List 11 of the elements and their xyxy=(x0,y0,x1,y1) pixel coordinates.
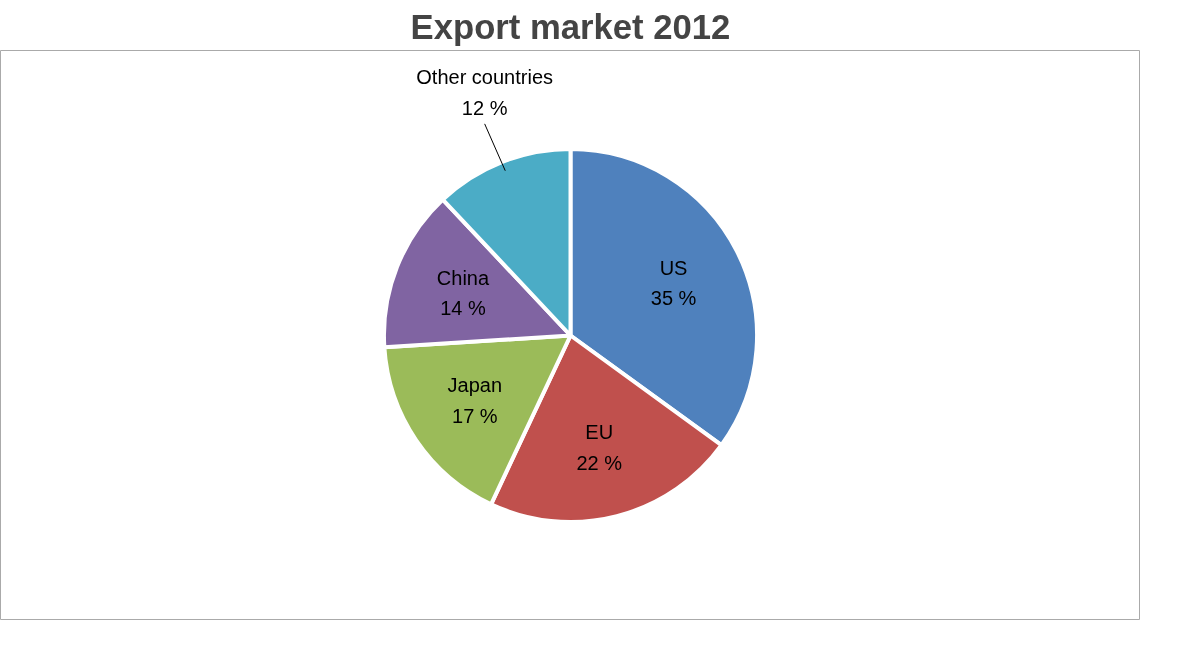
slice-label: Other countries xyxy=(416,66,554,89)
data-label: 17 % xyxy=(452,404,498,427)
data-label: 22 % xyxy=(576,451,623,474)
data-label: 35 % xyxy=(650,287,697,310)
slice-label: Japan xyxy=(447,374,503,397)
chart-title: Export market 2012 xyxy=(410,7,731,46)
data-label: 14 % xyxy=(440,297,486,320)
slice-label: US xyxy=(659,256,688,279)
slice-label: China xyxy=(436,266,490,289)
slice-label: EU xyxy=(585,421,614,444)
data-label: 12 % xyxy=(461,97,508,120)
